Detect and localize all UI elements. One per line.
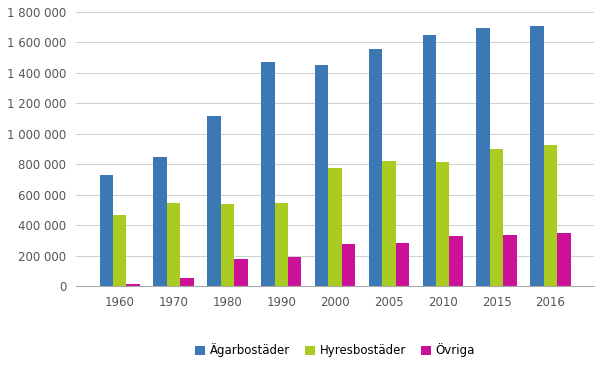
Bar [167,203,180,286]
Bar [395,243,409,286]
Bar [382,161,395,286]
Bar [221,204,234,286]
Bar [503,235,517,286]
Bar [490,149,503,286]
Bar [180,278,194,286]
Bar [436,162,450,286]
Bar [234,259,248,286]
Bar [477,28,490,286]
Bar [126,284,140,286]
Bar [530,26,543,286]
Bar [275,203,288,286]
Bar [328,168,342,286]
Bar [557,233,570,286]
Bar [261,62,275,286]
Bar [153,157,167,286]
Bar [450,236,463,286]
Bar [207,116,221,286]
Bar [543,145,557,286]
Bar [100,175,113,286]
Legend: Ägarbostäder, Hyresbostäder, Övriga: Ägarbostäder, Hyresbostäder, Övriga [190,339,480,362]
Bar [288,257,302,286]
Bar [368,49,382,286]
Bar [423,35,436,286]
Bar [315,65,328,286]
Bar [113,215,126,286]
Bar [342,244,355,286]
